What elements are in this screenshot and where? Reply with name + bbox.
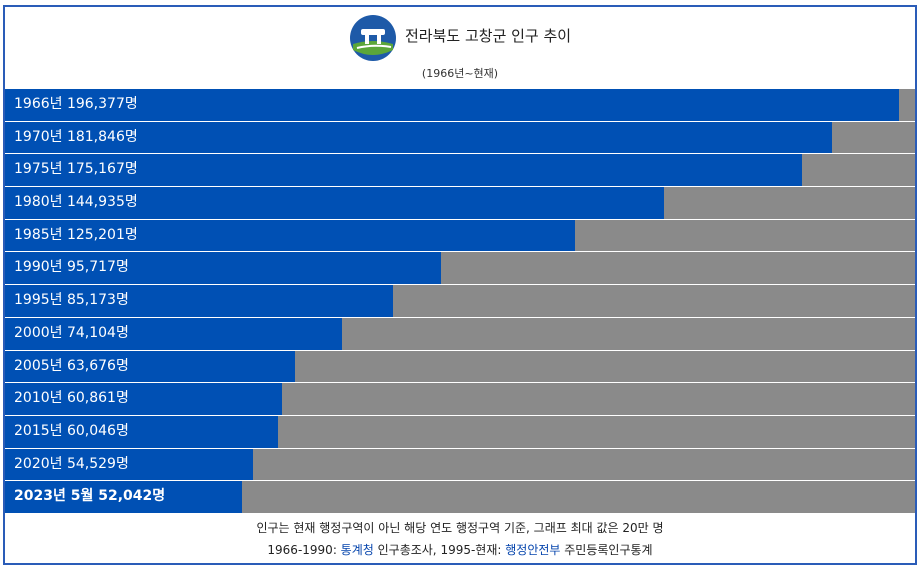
bar <box>5 187 665 219</box>
bar-row: 1975년 175,167명 <box>5 154 915 188</box>
footer-sources: 1966-1990: 통계청 인구총조사, 1995-현재: 행정안전부 주민등… <box>5 539 915 561</box>
bar-label: 1970년 181,846명 <box>14 128 138 145</box>
bar <box>5 219 575 252</box>
bar-label: 1975년 175,167명 <box>14 161 138 178</box>
bar-label: 2023년 5월 52,042명 <box>14 488 166 505</box>
bar-label: 1985년 125,201명 <box>14 226 138 243</box>
bar-row: 1980년 144,935명 <box>5 187 915 220</box>
bar-row: 1985년 125,201명 <box>5 219 915 253</box>
chart-subtitle: (1966년~현재) <box>421 67 499 80</box>
bar-label: 2000년 74,104명 <box>14 324 129 341</box>
bar-row: 2023년 5월 52,042명 <box>5 481 915 514</box>
bar-row: 1970년 181,846명 <box>5 121 915 155</box>
bar <box>5 89 899 121</box>
bar-row: 2005년 63,676명 <box>5 350 915 384</box>
source-mid: 인구총조사, 1995-현재: <box>373 543 506 557</box>
bar-label: 1990년 95,717명 <box>14 259 129 276</box>
bar <box>5 121 833 154</box>
bar-label: 2015년 60,046명 <box>14 422 129 439</box>
bar <box>5 252 441 285</box>
bar-row: 1966년 196,377명 <box>5 89 915 122</box>
gochang-dolmen-logo-icon <box>350 15 396 61</box>
bar-row: 2015년 60,046명 <box>5 415 915 449</box>
chart-footer: 인구는 현재 행정구역이 아닌 해당 연도 행정구역 기준, 그래프 최대 값은… <box>5 517 915 561</box>
bar-label: 2010년 60,861명 <box>14 390 129 407</box>
bar-row: 2020년 54,529명 <box>5 448 915 482</box>
source-prefix: 1966-1990: <box>267 543 341 557</box>
bar <box>5 154 802 187</box>
bar <box>5 350 295 383</box>
bar-list: 1966년 196,377명 1970년 181,846명 1975년 175,16… <box>5 89 915 514</box>
bar <box>5 415 279 448</box>
chart-frame: 전라북도 고창군 인구 추이 (1966년~현재) 1966년 196,377명… <box>3 5 917 565</box>
bar <box>5 317 343 350</box>
bar-row: 1990년 95,717명 <box>5 252 915 286</box>
bar <box>5 448 254 481</box>
footer-note: 인구는 현재 행정구역이 아닌 해당 연도 행정구역 기준, 그래프 최대 값은… <box>256 521 664 535</box>
bar <box>5 383 282 415</box>
source-suffix: 주민등록인구통계 <box>560 543 653 557</box>
bar-row: 1995년 85,173명 <box>5 285 915 318</box>
source-link-statistics-korea[interactable]: 통계청 <box>340 543 374 557</box>
bar-label: 1980년 144,935명 <box>14 194 138 211</box>
bar-label: 1966년 196,377명 <box>14 96 138 112</box>
bar <box>5 285 393 317</box>
bar-label: 1995년 85,173명 <box>14 292 129 309</box>
bar-row: 2010년 60,861명 <box>5 383 915 416</box>
source-link-ministry[interactable]: 행정안전부 <box>505 543 561 557</box>
bar-row: 2000년 74,104명 <box>5 317 915 351</box>
bar-label: 2005년 63,676명 <box>14 357 129 374</box>
chart-header: 전라북도 고창군 인구 추이 (1966년~현재) <box>5 7 915 89</box>
bar <box>5 481 242 513</box>
chart-title: 전라북도 고창군 인구 추이 <box>405 27 572 45</box>
bar-label: 2020년 54,529명 <box>14 455 129 472</box>
